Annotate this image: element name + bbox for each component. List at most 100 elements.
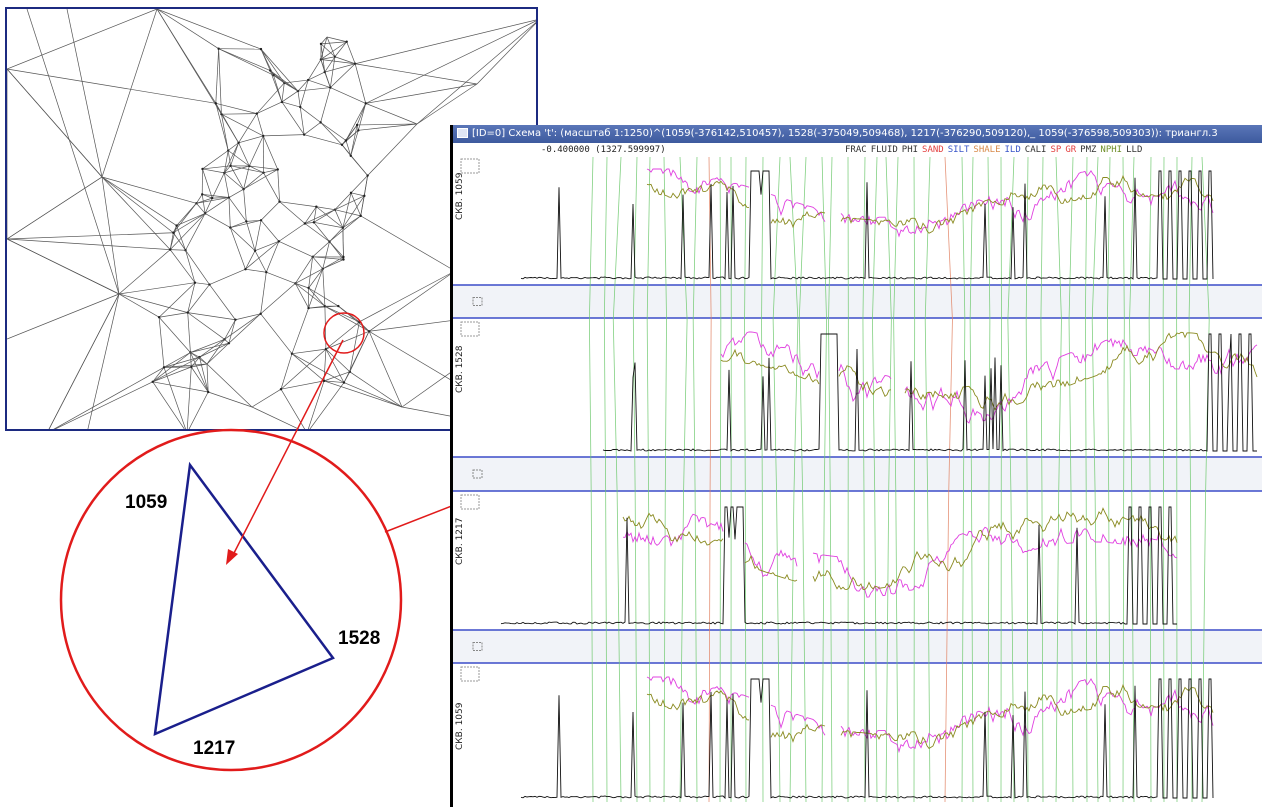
- mesh-edge: [367, 123, 418, 176]
- well-correlation-window[interactable]: [ID=0] Схема 't': (масштаб 1:1250)^(1059…: [450, 125, 1262, 807]
- mesh-edge: [308, 256, 313, 289]
- mesh-edge: [365, 83, 478, 104]
- mesh-edge: [303, 122, 321, 135]
- mesh-edge: [249, 165, 264, 173]
- correlation-line: [1188, 156, 1193, 803]
- correlation-line: [1162, 156, 1165, 803]
- mesh-edge: [227, 150, 231, 166]
- legend-item: FRAC: [845, 145, 867, 155]
- correlation-line: [862, 156, 866, 803]
- mesh-edge: [349, 371, 403, 408]
- correlation-line: [679, 156, 688, 803]
- mesh-edge: [185, 250, 210, 285]
- well-label-1059-bottom: СКВ. 1059: [455, 702, 465, 750]
- well-point: [366, 174, 369, 177]
- mesh-edge: [260, 48, 299, 92]
- legend-item: FLUID: [870, 145, 898, 155]
- mesh-edge: [158, 317, 165, 368]
- mesh-edge: [416, 21, 536, 125]
- well-point: [175, 224, 178, 227]
- mesh-edge: [304, 206, 317, 224]
- well-point: [278, 200, 281, 203]
- mesh-edge: [163, 363, 208, 368]
- correlation-line: [1068, 156, 1074, 803]
- well-point: [349, 191, 353, 195]
- mesh-edge: [251, 388, 282, 408]
- correlation-line: [603, 156, 608, 803]
- mesh-edge: [243, 172, 264, 190]
- mesh-edge: [54, 381, 153, 429]
- mesh-edge: [176, 225, 186, 251]
- mesh-edge: [118, 282, 196, 295]
- olive-log-curve: [622, 512, 724, 546]
- mesh-edge: [202, 150, 229, 170]
- mesh-edge: [187, 312, 191, 353]
- mesh-edge: [342, 215, 361, 229]
- mesh-edge: [334, 195, 365, 210]
- mesh-edge: [343, 331, 370, 383]
- mesh-edge: [229, 227, 246, 270]
- well-point: [299, 105, 302, 109]
- mesh-edge: [341, 130, 359, 146]
- window-title-bar[interactable]: [ID=0] Схема 't': (масштаб 1:1250)^(1059…: [453, 125, 1262, 143]
- mesh-edge: [190, 352, 200, 358]
- mesh-edge: [265, 241, 280, 273]
- mesh-edge: [330, 87, 366, 104]
- mesh-edge: [300, 106, 321, 123]
- mesh-edge: [169, 249, 196, 283]
- track-header-icon: [460, 321, 480, 337]
- magenta-log-curve: [720, 331, 820, 380]
- mesh-edge: [349, 321, 360, 372]
- correlation-line: [772, 156, 781, 803]
- well-point: [329, 86, 332, 89]
- mesh-edge: [365, 103, 418, 125]
- mesh-edge: [201, 194, 206, 214]
- mesh-edge: [194, 282, 210, 285]
- mesh-edge: [326, 36, 336, 57]
- legend-item: CALI: [1024, 145, 1047, 155]
- mesh-edge: [101, 9, 158, 178]
- mesh-edge: [248, 135, 264, 167]
- mesh-edge: [358, 103, 367, 131]
- olive-log-curve: [904, 331, 1258, 411]
- well-point: [211, 196, 214, 200]
- mesh-edge: [246, 221, 256, 251]
- well-point: [303, 222, 307, 225]
- mesh-edge: [209, 268, 246, 285]
- correlation-line: [1040, 156, 1044, 803]
- mesh-edge: [342, 192, 352, 228]
- mesh-edge: [196, 194, 203, 204]
- mesh-edge: [208, 391, 253, 408]
- mesh-edge: [295, 283, 309, 289]
- mesh-edge: [101, 176, 197, 204]
- mesh-edge: [329, 215, 361, 242]
- mesh-edge: [215, 102, 257, 114]
- mesh-edge: [221, 113, 257, 115]
- mesh-edge: [304, 221, 314, 224]
- mesh-edge: [308, 79, 331, 88]
- well-point: [229, 164, 232, 168]
- well-point: [244, 267, 247, 271]
- mesh-edge: [152, 366, 192, 383]
- olive-log-curve: [646, 180, 750, 209]
- mesh-edge: [350, 192, 362, 217]
- mesh-edge: [212, 197, 229, 199]
- mesh-edge: [246, 219, 262, 222]
- correlation-line: [798, 156, 807, 803]
- mesh-edge: [224, 319, 236, 340]
- vertex-label-1217: 1217: [193, 738, 236, 759]
- mesh-edge: [228, 313, 261, 344]
- mesh-edge: [320, 41, 347, 45]
- mesh-edge: [279, 201, 306, 224]
- mesh-edge: [334, 192, 352, 210]
- mesh-edge: [295, 283, 309, 309]
- well-point: [186, 311, 189, 314]
- mesh-edge: [204, 197, 213, 214]
- mesh-edge: [329, 241, 344, 258]
- well-point: [157, 316, 161, 319]
- mesh-edge: [260, 48, 285, 84]
- mesh-edge: [312, 241, 330, 258]
- mesh-edge: [324, 63, 356, 73]
- legend-item: SILT: [947, 145, 970, 155]
- window-menu-icon[interactable]: [457, 128, 468, 138]
